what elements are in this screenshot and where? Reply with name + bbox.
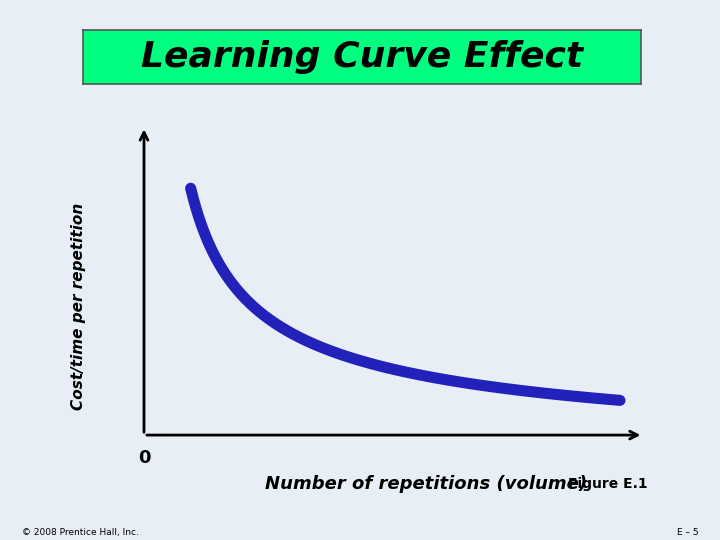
Text: E – 5: E – 5 bbox=[677, 528, 698, 537]
Text: 0: 0 bbox=[138, 449, 150, 467]
Text: © 2008 Prentice Hall, Inc.: © 2008 Prentice Hall, Inc. bbox=[22, 528, 138, 537]
Text: Number of repetitions (volume): Number of repetitions (volume) bbox=[265, 475, 588, 493]
Text: Learning Curve Effect: Learning Curve Effect bbox=[140, 40, 583, 73]
Text: Cost/time per repetition: Cost/time per repetition bbox=[71, 203, 86, 410]
Text: Figure E.1: Figure E.1 bbox=[568, 477, 648, 491]
